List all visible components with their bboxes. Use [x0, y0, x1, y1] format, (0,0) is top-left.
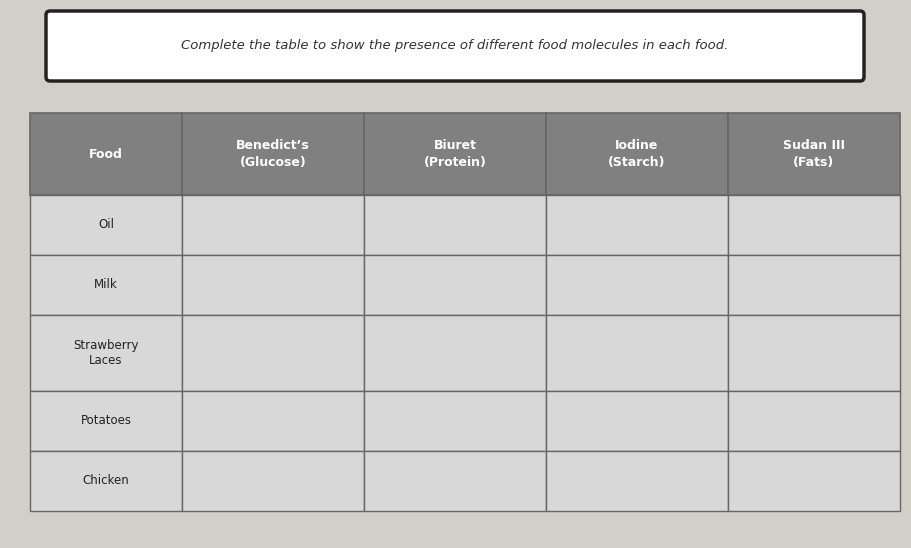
- Bar: [728, 195, 900, 255]
- Text: Strawberry
Laces: Strawberry Laces: [73, 339, 138, 368]
- Bar: [30, 255, 182, 315]
- Bar: [30, 195, 182, 255]
- Text: Chicken: Chicken: [83, 475, 129, 488]
- Text: Iodine
(Starch): Iodine (Starch): [609, 139, 666, 169]
- Bar: [546, 255, 728, 315]
- Text: Food: Food: [89, 147, 123, 161]
- Bar: [546, 451, 728, 511]
- Bar: [364, 451, 546, 511]
- Bar: [30, 391, 182, 451]
- Text: Benedict’s
(Glucose): Benedict’s (Glucose): [236, 139, 310, 169]
- Bar: [728, 391, 900, 451]
- Bar: [546, 195, 728, 255]
- Bar: [546, 113, 728, 195]
- Text: Sudan III
(Fats): Sudan III (Fats): [783, 139, 845, 169]
- Bar: [546, 391, 728, 451]
- Bar: [728, 315, 900, 391]
- Bar: [728, 113, 900, 195]
- Text: Oil: Oil: [98, 219, 114, 231]
- Bar: [182, 451, 364, 511]
- Bar: [182, 113, 364, 195]
- Bar: [30, 315, 182, 391]
- Text: Milk: Milk: [94, 278, 118, 292]
- Bar: [546, 315, 728, 391]
- Bar: [364, 315, 546, 391]
- Bar: [364, 255, 546, 315]
- Bar: [364, 195, 546, 255]
- Bar: [182, 315, 364, 391]
- Bar: [728, 451, 900, 511]
- Bar: [30, 451, 182, 511]
- Bar: [364, 113, 546, 195]
- Bar: [30, 113, 182, 195]
- Bar: [728, 255, 900, 315]
- Text: Complete the table to show the presence of different food molecules in each food: Complete the table to show the presence …: [181, 39, 729, 53]
- Bar: [182, 255, 364, 315]
- Text: Biuret
(Protein): Biuret (Protein): [424, 139, 486, 169]
- Text: Potatoes: Potatoes: [80, 414, 131, 427]
- FancyBboxPatch shape: [46, 11, 864, 81]
- Bar: [364, 391, 546, 451]
- Bar: [182, 391, 364, 451]
- Bar: [182, 195, 364, 255]
